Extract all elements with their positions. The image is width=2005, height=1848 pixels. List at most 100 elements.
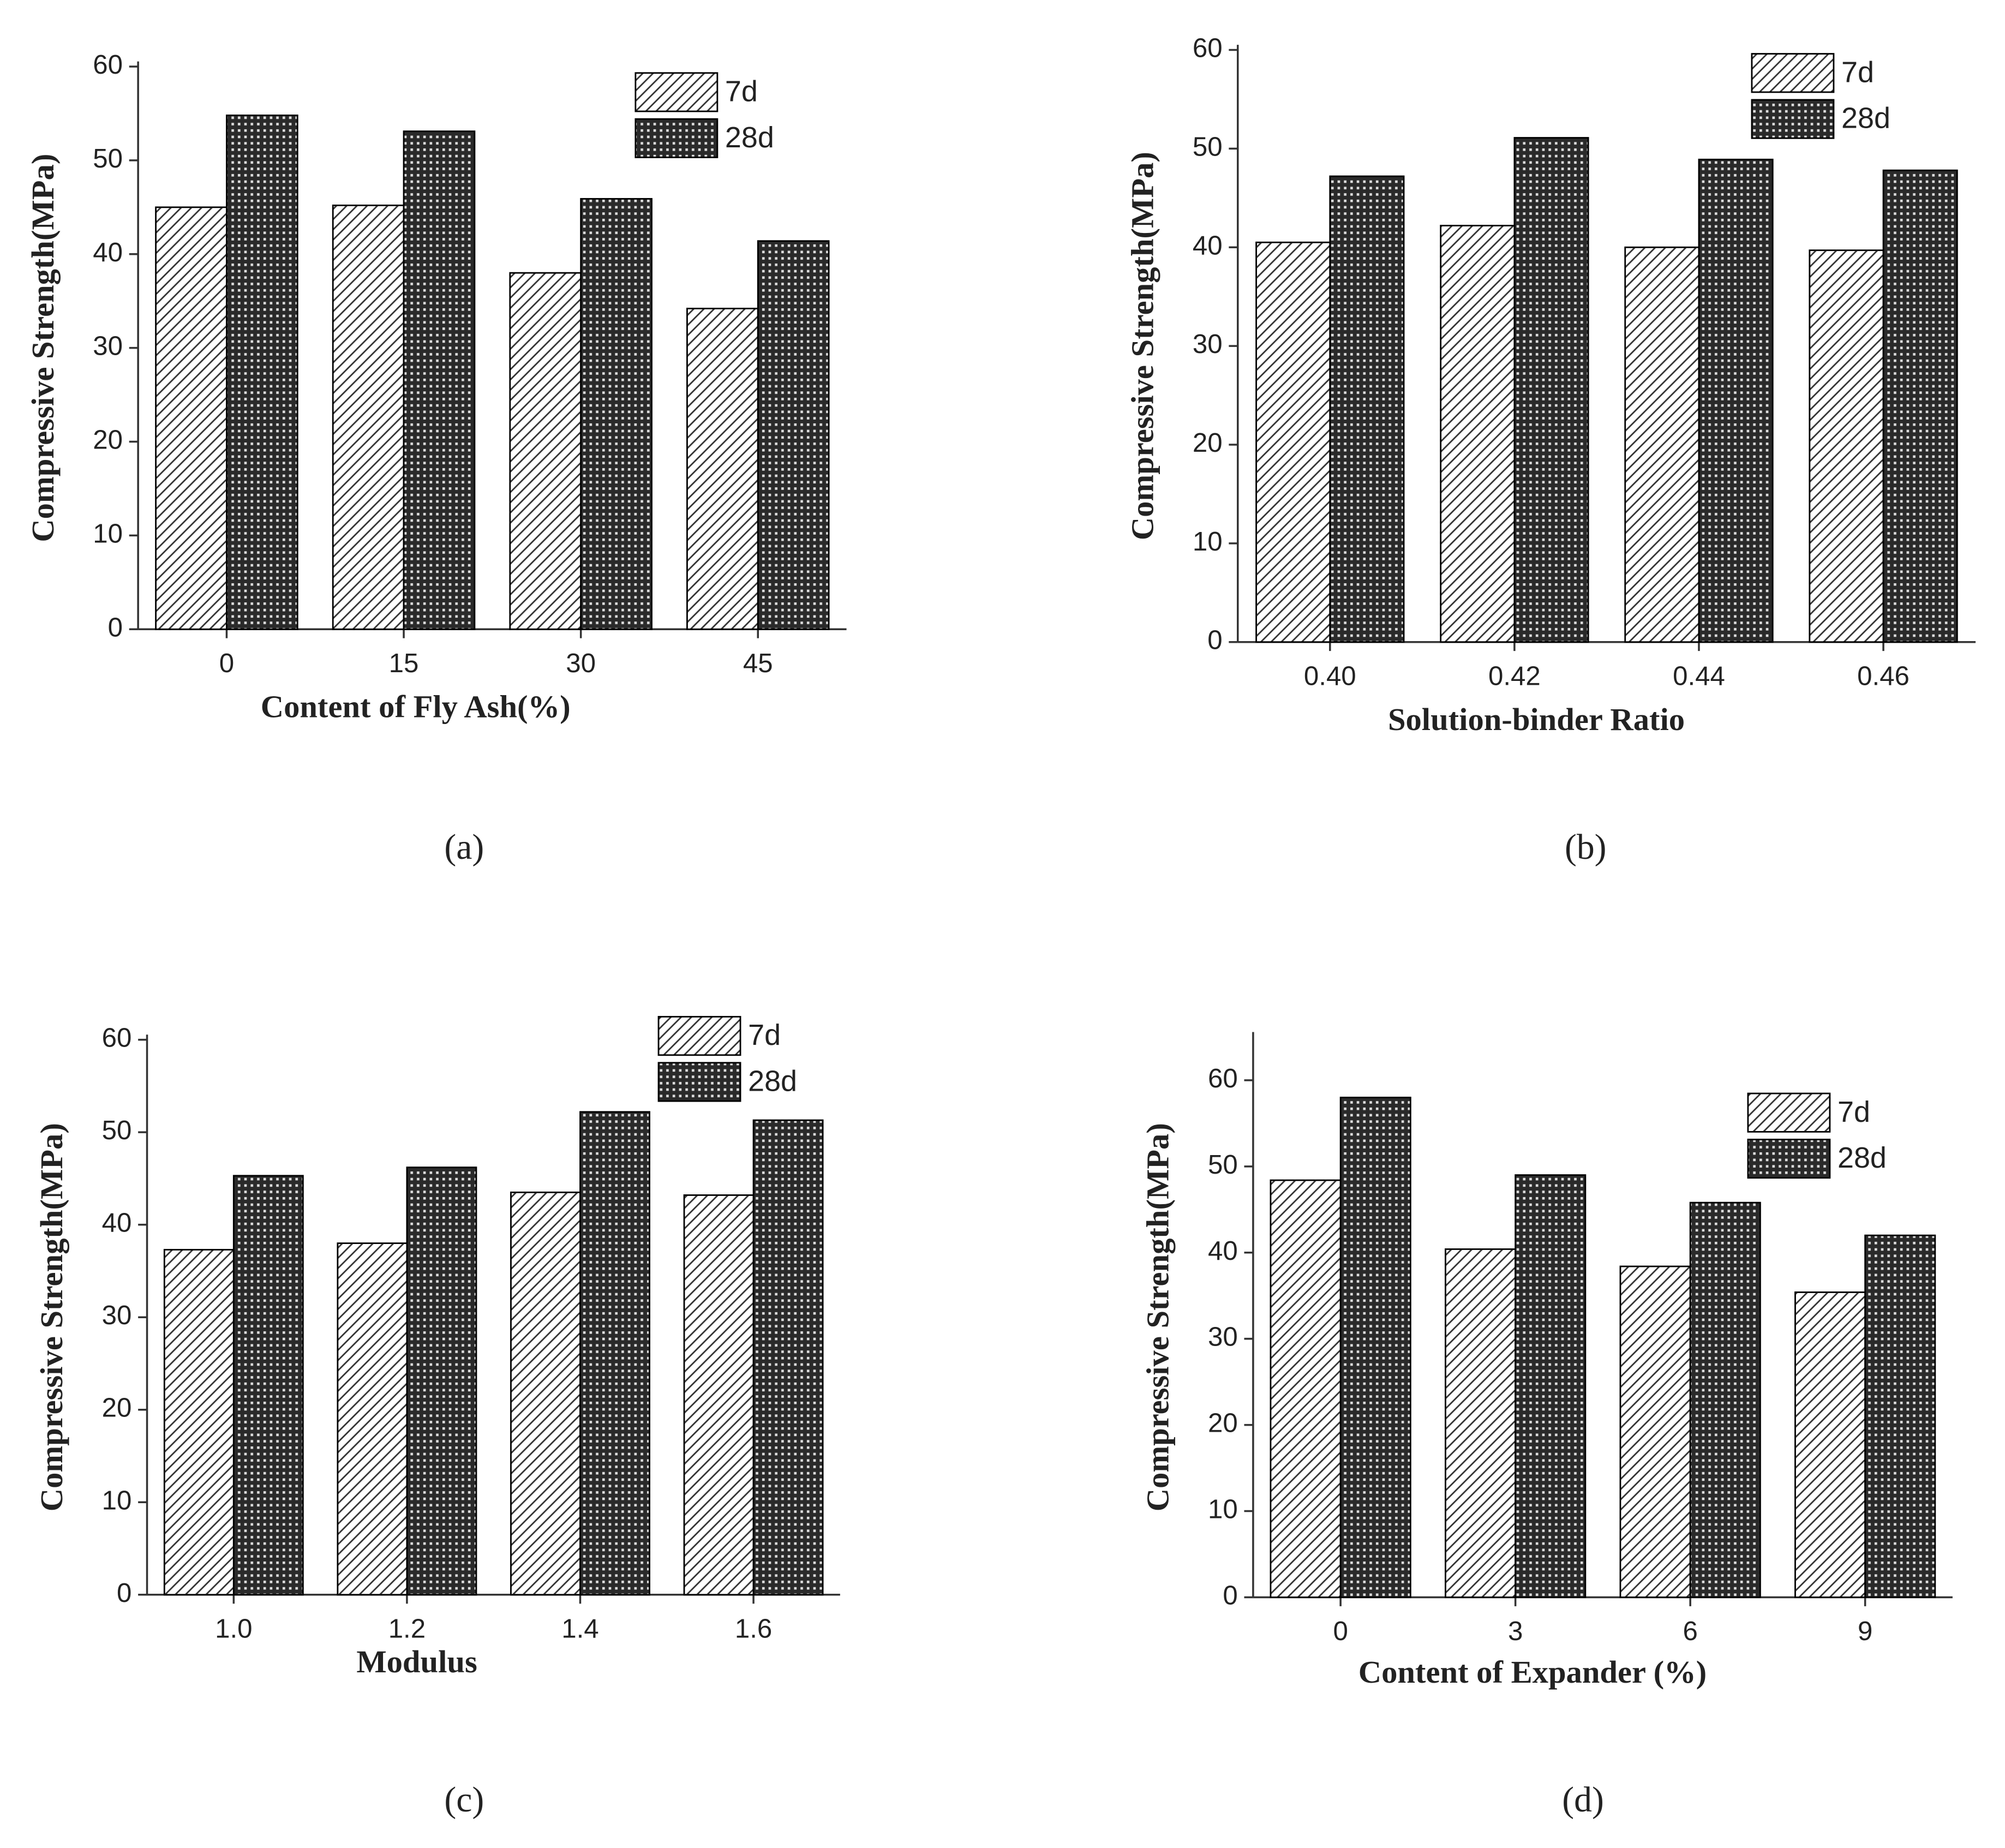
x-axis-label: Content of Expander (%) [1358, 1654, 1707, 1690]
bar [1445, 1248, 1517, 1598]
legend-label: 7d [725, 75, 758, 107]
y-tick-label: 20 [1193, 428, 1223, 458]
x-tick-label: 6 [1683, 1616, 1697, 1646]
x-tick-label: 3 [1508, 1616, 1523, 1646]
x-tick-label: 1.2 [388, 1613, 426, 1643]
y-tick-label: 10 [93, 518, 123, 548]
bar [509, 272, 582, 630]
legend-swatch [657, 1062, 741, 1102]
x-axis-label: Content of Fly Ash(%) [261, 689, 571, 724]
bar [1619, 1265, 1691, 1598]
bar [1698, 158, 1774, 643]
bar [155, 206, 228, 630]
x-tick-label: 0.46 [1857, 661, 1910, 691]
bar [1329, 175, 1405, 643]
y-tick-label: 30 [1193, 329, 1223, 359]
y-tick-label: 20 [102, 1393, 132, 1423]
bar [1255, 241, 1331, 643]
bar [683, 1194, 755, 1596]
x-tick-label: 30 [566, 648, 596, 678]
y-tick-label: 10 [102, 1485, 132, 1515]
bar [226, 114, 298, 630]
y-tick-label: 30 [93, 331, 123, 361]
y-tick-label: 30 [1208, 1322, 1238, 1352]
y-tick-label: 0 [108, 612, 123, 642]
y-tick-label: 10 [1193, 527, 1223, 557]
y-tick-label: 20 [1208, 1408, 1238, 1438]
bar [1440, 225, 1516, 643]
legend-swatch [1747, 1092, 1831, 1133]
x-tick-label: 1.6 [735, 1613, 772, 1643]
y-tick-label: 60 [93, 50, 123, 80]
y-tick-label: 0 [117, 1578, 131, 1608]
y-tick-label: 40 [1208, 1236, 1238, 1266]
legend-swatch [1751, 99, 1835, 139]
y-tick-label: 30 [102, 1300, 132, 1330]
x-tick-label: 0 [219, 648, 234, 678]
y-tick-label: 60 [1208, 1063, 1238, 1093]
y-tick-label: 60 [1193, 33, 1223, 63]
x-tick-label: 1.4 [561, 1613, 598, 1643]
bar [163, 1249, 235, 1596]
legend-swatch [1747, 1139, 1831, 1179]
y-tick-label: 50 [93, 143, 123, 174]
bar [403, 130, 476, 630]
panel-caption: (b) [1565, 828, 1607, 867]
bar [1624, 246, 1700, 643]
legend-swatch [1751, 53, 1835, 93]
y-tick-label: 60 [102, 1023, 132, 1053]
bar [757, 240, 830, 630]
bar [686, 308, 759, 630]
y-tick-label: 40 [1193, 230, 1223, 260]
y-axis-label: Compressive Strength(MPa) [1124, 152, 1160, 540]
bar [1689, 1201, 1761, 1598]
bar [1339, 1097, 1411, 1598]
legend-label: 28d [748, 1065, 797, 1098]
legend-label: 7d [1838, 1096, 1870, 1128]
bar [510, 1191, 581, 1596]
bar [752, 1119, 824, 1596]
x-tick-label: 15 [389, 648, 419, 678]
panel-caption: (a) [444, 828, 484, 867]
bar [1270, 1179, 1342, 1598]
legend-swatch [657, 1016, 741, 1056]
y-tick-label: 40 [93, 237, 123, 267]
bar [232, 1175, 304, 1596]
y-axis-label: Compressive Strength(MPa) [1140, 1123, 1176, 1511]
x-tick-label: 0.44 [1673, 661, 1725, 691]
y-tick-label: 0 [1223, 1580, 1237, 1610]
x-tick-label: 45 [743, 648, 773, 678]
legend-swatch [635, 72, 719, 112]
bar [1515, 1174, 1587, 1598]
y-tick-label: 50 [1208, 1150, 1238, 1180]
legend-label: 28d [1838, 1141, 1887, 1174]
x-tick-label: 9 [1858, 1616, 1872, 1646]
bar [1864, 1234, 1936, 1598]
legend-label: 7d [1841, 56, 1874, 88]
legend-swatch [635, 118, 719, 158]
y-tick-label: 50 [102, 1115, 132, 1145]
y-tick-label: 10 [1208, 1494, 1238, 1524]
bar [1794, 1291, 1866, 1598]
x-tick-label: 0.42 [1488, 661, 1541, 691]
bar [580, 198, 653, 630]
y-axis-label: Compressive Strength(MPa) [25, 154, 61, 542]
bar [332, 204, 405, 630]
bar [1882, 169, 1958, 643]
x-tick-label: 0 [1333, 1616, 1348, 1646]
bar [406, 1167, 477, 1596]
panel-caption: (d) [1562, 1780, 1604, 1820]
panel-caption: (c) [444, 1780, 484, 1820]
legend-label: 7d [748, 1019, 781, 1051]
bar [1513, 137, 1589, 643]
x-tick-label: 0.40 [1304, 661, 1356, 691]
bar [1809, 249, 1884, 643]
y-tick-label: 20 [93, 425, 123, 455]
y-tick-label: 40 [102, 1208, 132, 1238]
y-tick-label: 50 [1193, 131, 1223, 162]
x-tick-label: 1.0 [215, 1613, 252, 1643]
legend-label: 28d [725, 121, 774, 154]
x-axis-label: Solution-binder Ratio [1388, 702, 1685, 737]
bar [337, 1242, 408, 1596]
